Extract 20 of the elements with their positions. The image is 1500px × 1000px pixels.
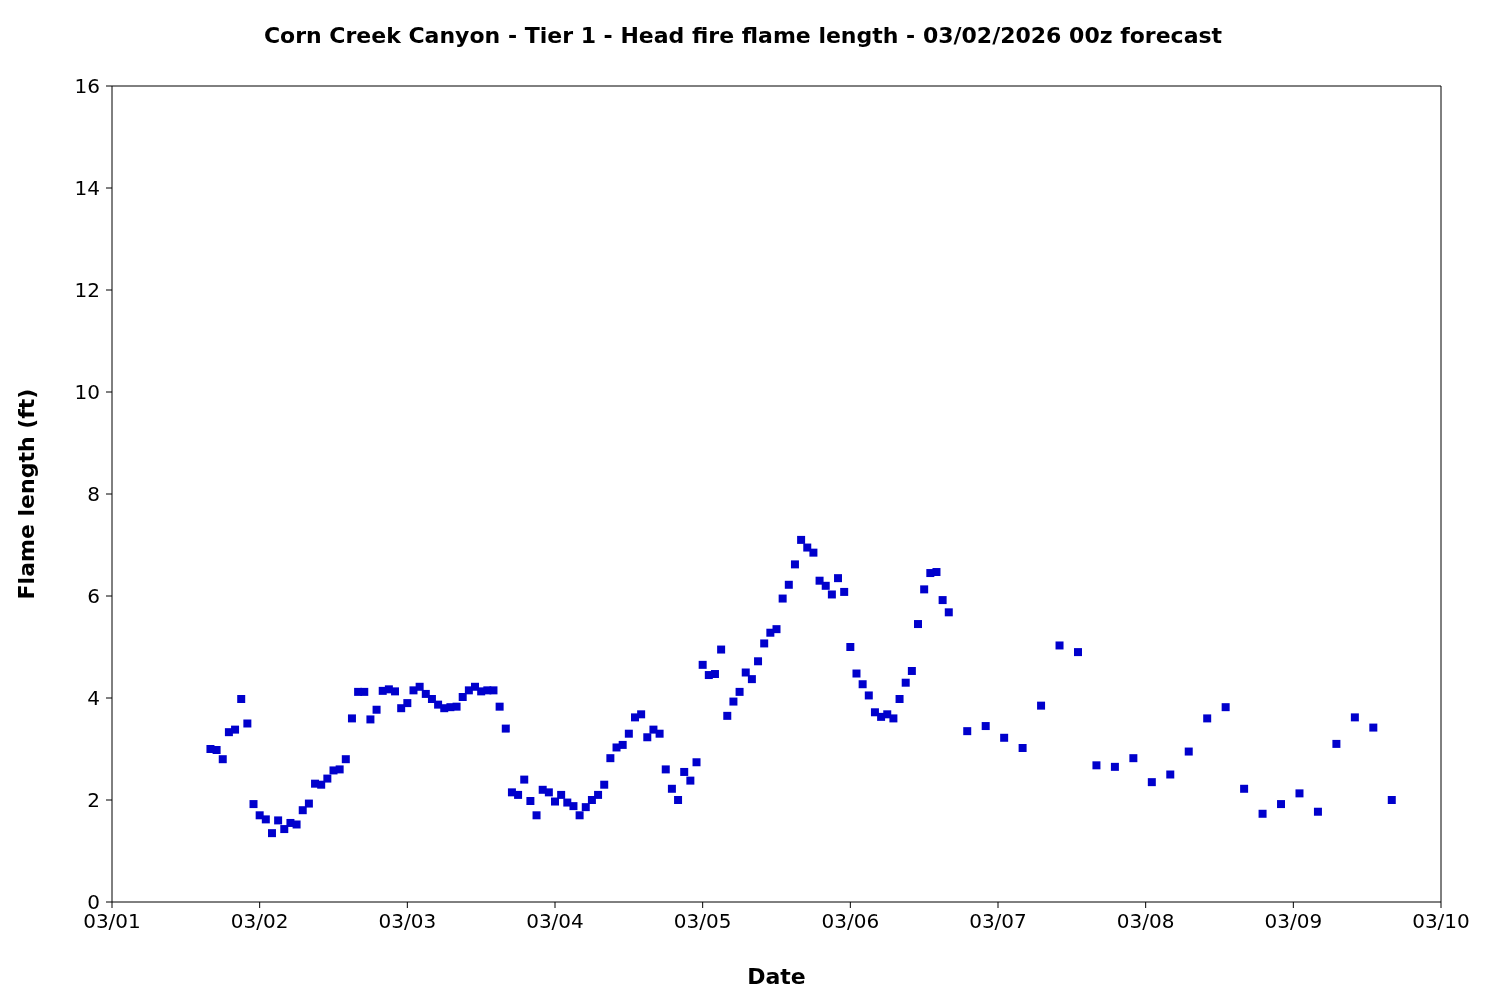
- x-tick-label: 03/08: [1116, 909, 1175, 934]
- x-axis-title: Date: [747, 964, 806, 989]
- y-tick-label: 14: [74, 176, 100, 201]
- y-tick-label: 16: [74, 74, 100, 99]
- x-tick-label: 03/05: [673, 909, 732, 934]
- y-tick-label: 2: [87, 788, 100, 813]
- x-tick-label: 03/02: [230, 909, 289, 934]
- y-tick-label: 6: [87, 584, 100, 609]
- x-tick-label: 03/04: [526, 909, 584, 934]
- y-tick-label: 4: [87, 686, 100, 711]
- x-tick-label: 03/03: [378, 909, 437, 934]
- y-axis-title: Flame length (ft): [13, 388, 39, 600]
- chart-title: Corn Creek Canyon - Tier 1 - Head fire flame length - 03/02/2026 00z forecast: [262, 22, 1224, 48]
- y-tick-label: 10: [74, 380, 100, 405]
- x-tick-label: 03/06: [821, 909, 880, 934]
- x-tick-label: 03/09: [1264, 909, 1323, 934]
- y-tick-label: 12: [74, 278, 100, 303]
- x-tick-label: 03/07: [969, 909, 1027, 934]
- y-tick-label: 8: [87, 482, 100, 507]
- x-tick-label: 03/10: [1412, 909, 1470, 934]
